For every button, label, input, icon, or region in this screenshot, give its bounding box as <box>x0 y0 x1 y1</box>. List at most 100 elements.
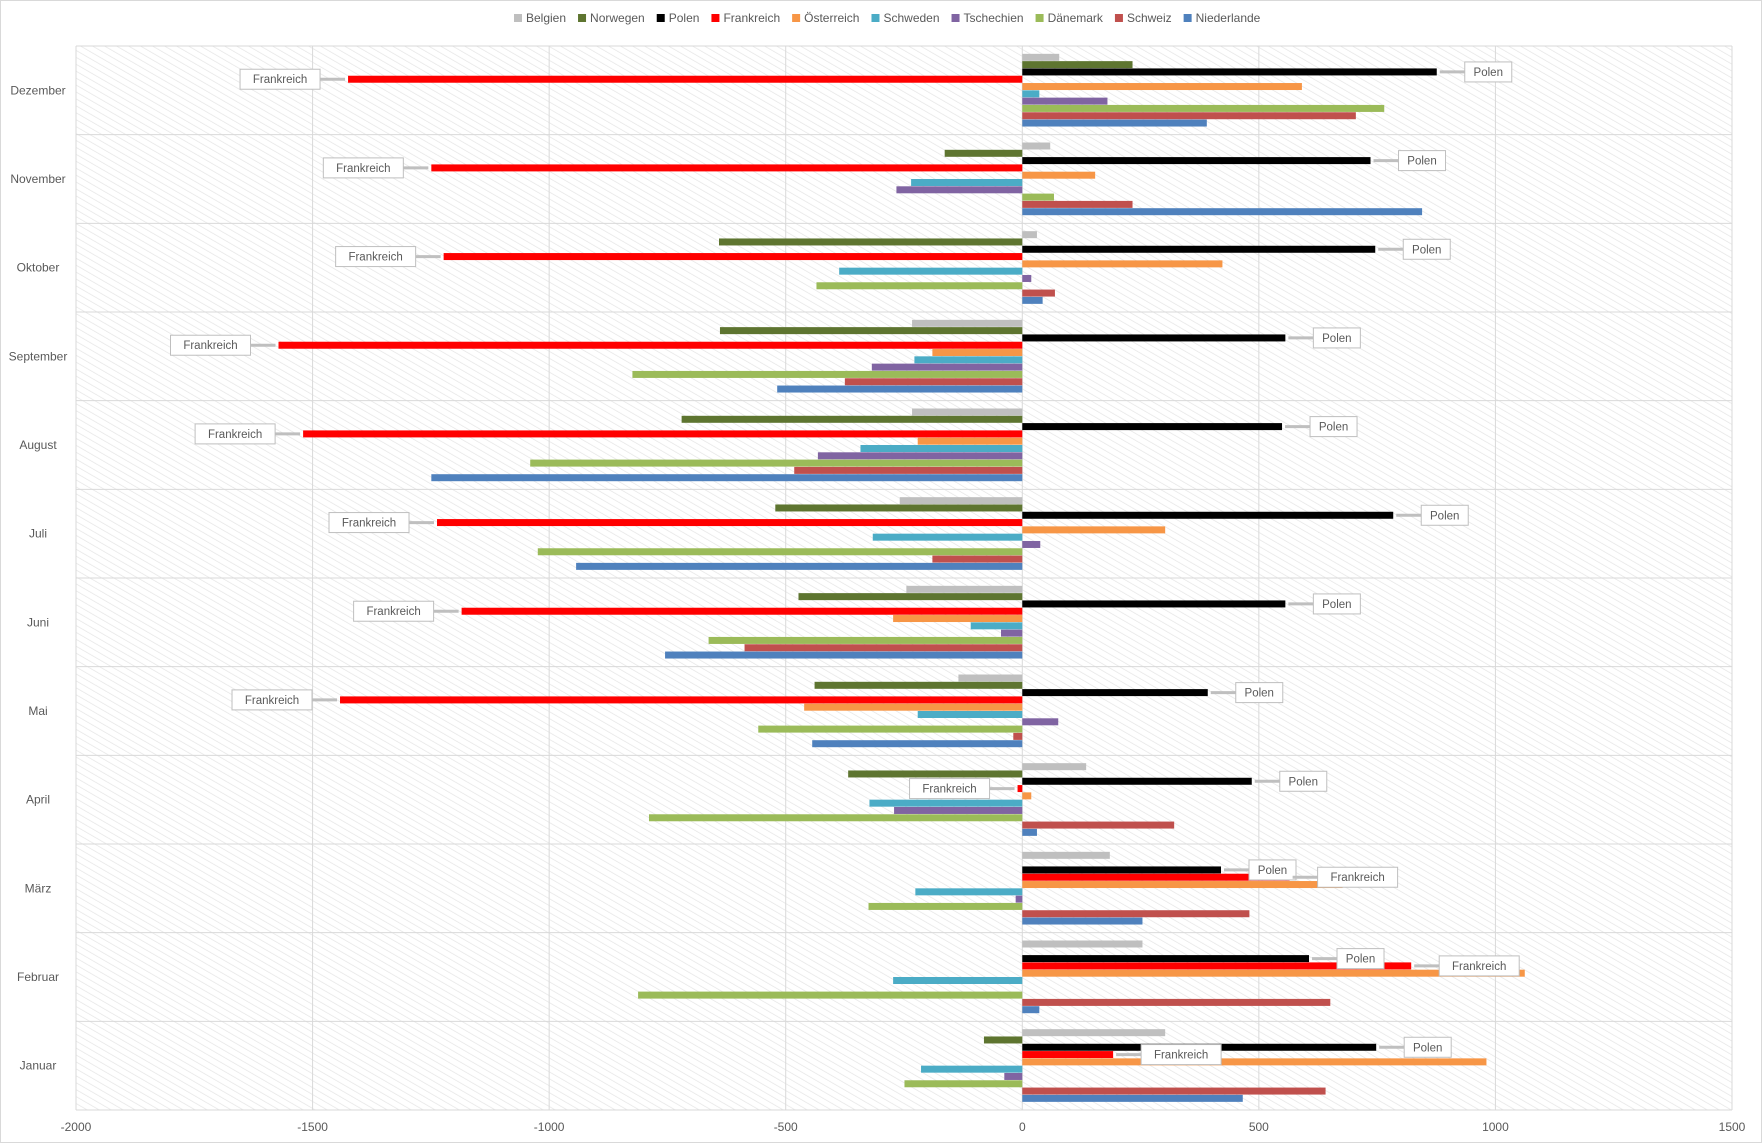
bar-schweden <box>893 977 1023 984</box>
bar-schweden <box>1022 90 1040 98</box>
bar-tschechien <box>871 363 1023 371</box>
bar-schweiz <box>794 466 1023 474</box>
callout-box <box>1235 682 1284 704</box>
legend-label: Schweiz <box>1127 11 1172 25</box>
callout-text: Frankreich <box>348 252 402 264</box>
bar-niederlande <box>1022 828 1037 836</box>
bar-schweden <box>970 622 1023 630</box>
legend-swatch-belgien <box>514 14 522 22</box>
y-category-label: August <box>19 438 57 452</box>
callout-text: Polen <box>1474 67 1503 79</box>
callout-text: Frankreich <box>336 163 390 175</box>
bar-polen <box>1022 955 1310 963</box>
bar-belgien <box>912 319 1023 327</box>
bar-frankreich <box>431 164 1023 172</box>
bar-dänemark <box>1022 193 1054 201</box>
callout-box <box>353 600 435 622</box>
callout-text: Polen <box>1289 776 1318 788</box>
callout-box <box>328 512 410 534</box>
data-label-callout: Polen <box>1288 593 1361 615</box>
x-tick-label: 500 <box>1249 1120 1269 1134</box>
data-label-callout: Frankreich <box>335 246 441 268</box>
data-label-callout: Frankreich <box>322 157 429 179</box>
callout-text: Polen <box>1413 1042 1442 1054</box>
bar-dänemark <box>638 991 1023 999</box>
bar-belgien <box>906 585 1023 593</box>
bar-dänemark <box>758 725 1023 733</box>
bar-polen <box>1022 600 1286 608</box>
bar-frankreich <box>1022 962 1412 970</box>
bar-norwegen <box>681 415 1023 423</box>
legend: Belgien Norwegen Polen Frankreich Österreich… <box>514 11 1261 25</box>
bar-tschechien <box>1022 274 1032 282</box>
callout-box <box>1317 866 1399 888</box>
bar-polen <box>1022 423 1283 431</box>
callout-box <box>1336 948 1385 970</box>
bar-tschechien <box>1015 895 1023 903</box>
bar-österreich <box>1022 969 1525 977</box>
bar-niederlande <box>665 651 1023 659</box>
bar-tschechien <box>894 806 1023 814</box>
x-tick-label: -1500 <box>297 1120 328 1134</box>
bar-schweden <box>915 888 1023 896</box>
legend-label: Norwegen <box>590 11 645 25</box>
bar-norwegen <box>848 770 1023 778</box>
callout-text: Polen <box>1258 865 1287 877</box>
bar-österreich <box>893 615 1023 623</box>
bar-frankreich <box>437 519 1023 527</box>
callout-text: Polen <box>1346 954 1375 966</box>
callout-text: Frankreich <box>183 340 237 352</box>
y-category-label: April <box>26 793 50 807</box>
legend-swatch-norwegen <box>578 14 587 22</box>
legend-swatch-dänemark <box>1035 14 1044 22</box>
data-label-callout: Polen <box>1379 1036 1452 1058</box>
bar-schweiz <box>1022 112 1356 120</box>
legend-swatch-niederlande <box>1183 14 1192 22</box>
bar-dänemark <box>537 548 1023 556</box>
bar-dänemark <box>530 459 1023 467</box>
callout-text: Frankreich <box>1452 961 1506 973</box>
bar-polen <box>1022 68 1437 76</box>
data-label-callout: Polen <box>1285 416 1358 438</box>
legend-label: Belgien <box>526 11 566 25</box>
callout-box <box>1309 416 1358 438</box>
legend-label: Niederlande <box>1196 11 1261 25</box>
bar-schweden <box>921 1065 1023 1073</box>
bar-dänemark <box>648 814 1023 822</box>
bar-frankreich <box>340 696 1023 704</box>
bar-niederlande <box>1022 119 1207 127</box>
callout-text: Frankreich <box>1154 1050 1208 1062</box>
y-category-label: Dezember <box>10 83 65 97</box>
y-category-label: November <box>10 172 65 186</box>
callout-text: Frankreich <box>245 695 299 707</box>
bar-norwegen <box>814 681 1023 689</box>
data-label-callout: Polen <box>1288 327 1361 349</box>
legend-swatch-schweden <box>871 14 880 22</box>
bar-frankreich <box>461 607 1023 615</box>
callout-text: Frankreich <box>1330 872 1384 884</box>
bar-tschechien <box>1022 540 1041 548</box>
bar-schweiz <box>1013 732 1023 740</box>
bar-schweden <box>860 445 1023 452</box>
bar-niederlande <box>1022 1006 1040 1014</box>
bar-frankreich <box>348 75 1023 83</box>
bar-niederlande <box>576 562 1023 570</box>
data-label-callout: Polen <box>1254 770 1328 792</box>
bar-niederlande <box>1022 208 1423 216</box>
bar-österreich <box>1022 881 1343 889</box>
data-label-callout: Polen <box>1312 948 1385 970</box>
callout-text: Frankreich <box>253 74 307 86</box>
legend-label: Schweden <box>883 11 939 25</box>
bar-schweiz <box>844 378 1023 386</box>
bar-dänemark <box>816 282 1023 290</box>
bar-schweiz <box>1022 998 1331 1006</box>
bar-österreich <box>1022 1058 1487 1066</box>
callout-box <box>1420 504 1469 526</box>
bar-norwegen <box>798 593 1023 601</box>
callout-box <box>1438 955 1520 977</box>
bar-frankreich <box>303 430 1023 438</box>
bar-belgien <box>1022 763 1087 771</box>
legend-label: Österreich <box>804 11 859 25</box>
data-label-callout: Frankreich <box>909 778 1015 800</box>
